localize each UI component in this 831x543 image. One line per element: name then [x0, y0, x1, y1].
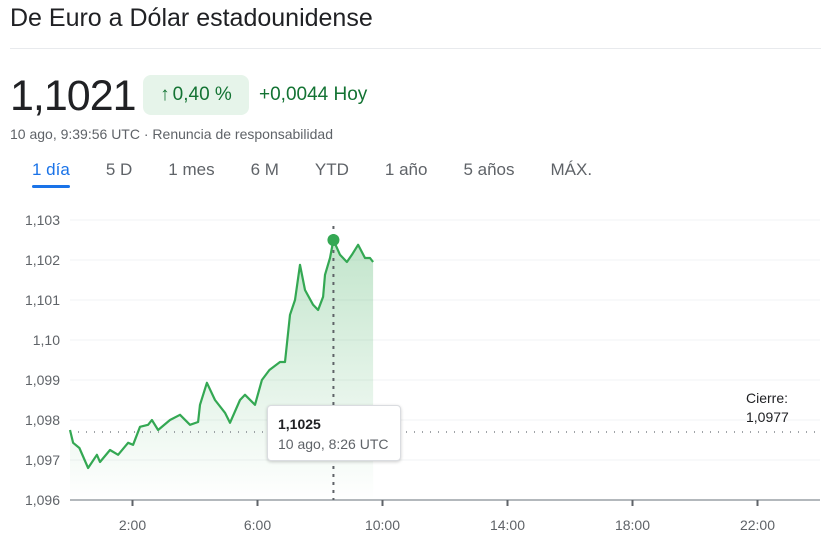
- tab-4[interactable]: YTD: [314, 160, 349, 179]
- y-tick-label: 1,098: [25, 412, 60, 428]
- tooltip-value: 1,1025: [278, 416, 321, 432]
- tab-6[interactable]: 5 años: [463, 160, 515, 179]
- current-price: 1,1021: [10, 72, 137, 120]
- change-percent-badge: ↑ 0,40 %: [143, 75, 249, 115]
- range-tabs: 1 día 5 D 1 mes 6 M YTD 1 año 5 años MÁX.: [14, 158, 610, 188]
- tab-7[interactable]: MÁX.: [550, 160, 593, 179]
- x-tick-label: 6:00: [244, 517, 271, 533]
- tab-3[interactable]: 6 M: [250, 160, 279, 179]
- tab-1[interactable]: 5 D: [105, 160, 133, 179]
- y-tick-label: 1,103: [25, 212, 60, 228]
- page-title: De Euro a Dólar estadounidense: [10, 4, 373, 32]
- quote-meta: 10 ago, 9:39:56 UTC · Renuncia de respon…: [10, 126, 333, 142]
- x-tick-label: 14:00: [490, 517, 525, 533]
- timestamp: 10 ago, 9:39:56 UTC ·: [10, 126, 153, 142]
- change-absolute: +0,0044 Hoy: [259, 84, 368, 105]
- x-tick-label: 22:00: [740, 517, 775, 533]
- x-tick-label: 10:00: [365, 517, 400, 533]
- x-tick-label: 2:00: [119, 517, 146, 533]
- divider: [10, 48, 821, 49]
- hover-tooltip: 1,1025 10 ago, 8:26 UTC: [267, 405, 401, 461]
- x-tick-label: 18:00: [615, 517, 650, 533]
- tab-5[interactable]: 1 año: [384, 160, 428, 179]
- y-tick-label: 1,097: [25, 452, 60, 468]
- y-tick-label: 1,101: [25, 292, 60, 308]
- tab-2[interactable]: 1 mes: [168, 160, 215, 179]
- y-tick-label: 1,099: [25, 372, 60, 388]
- y-tick-label: 1,096: [25, 492, 60, 508]
- change-percent: 0,40 %: [172, 84, 232, 105]
- y-tick-label: 1,10: [33, 332, 60, 348]
- series-area: [70, 240, 374, 500]
- previous-close-label: Cierre: 1,0977: [746, 389, 789, 427]
- tab-0[interactable]: 1 día: [32, 158, 70, 188]
- close-value: 1,0977: [746, 409, 789, 425]
- tooltip-date: 10 ago, 8:26 UTC: [278, 436, 389, 452]
- y-tick-label: 1,102: [25, 252, 60, 268]
- hover-point: [327, 234, 340, 246]
- disclaimer-link[interactable]: Renuncia de responsabilidad: [152, 126, 333, 142]
- close-label: Cierre:: [746, 390, 789, 406]
- series-line: [68, 238, 374, 470]
- arrow-up-icon: ↑: [160, 84, 170, 105]
